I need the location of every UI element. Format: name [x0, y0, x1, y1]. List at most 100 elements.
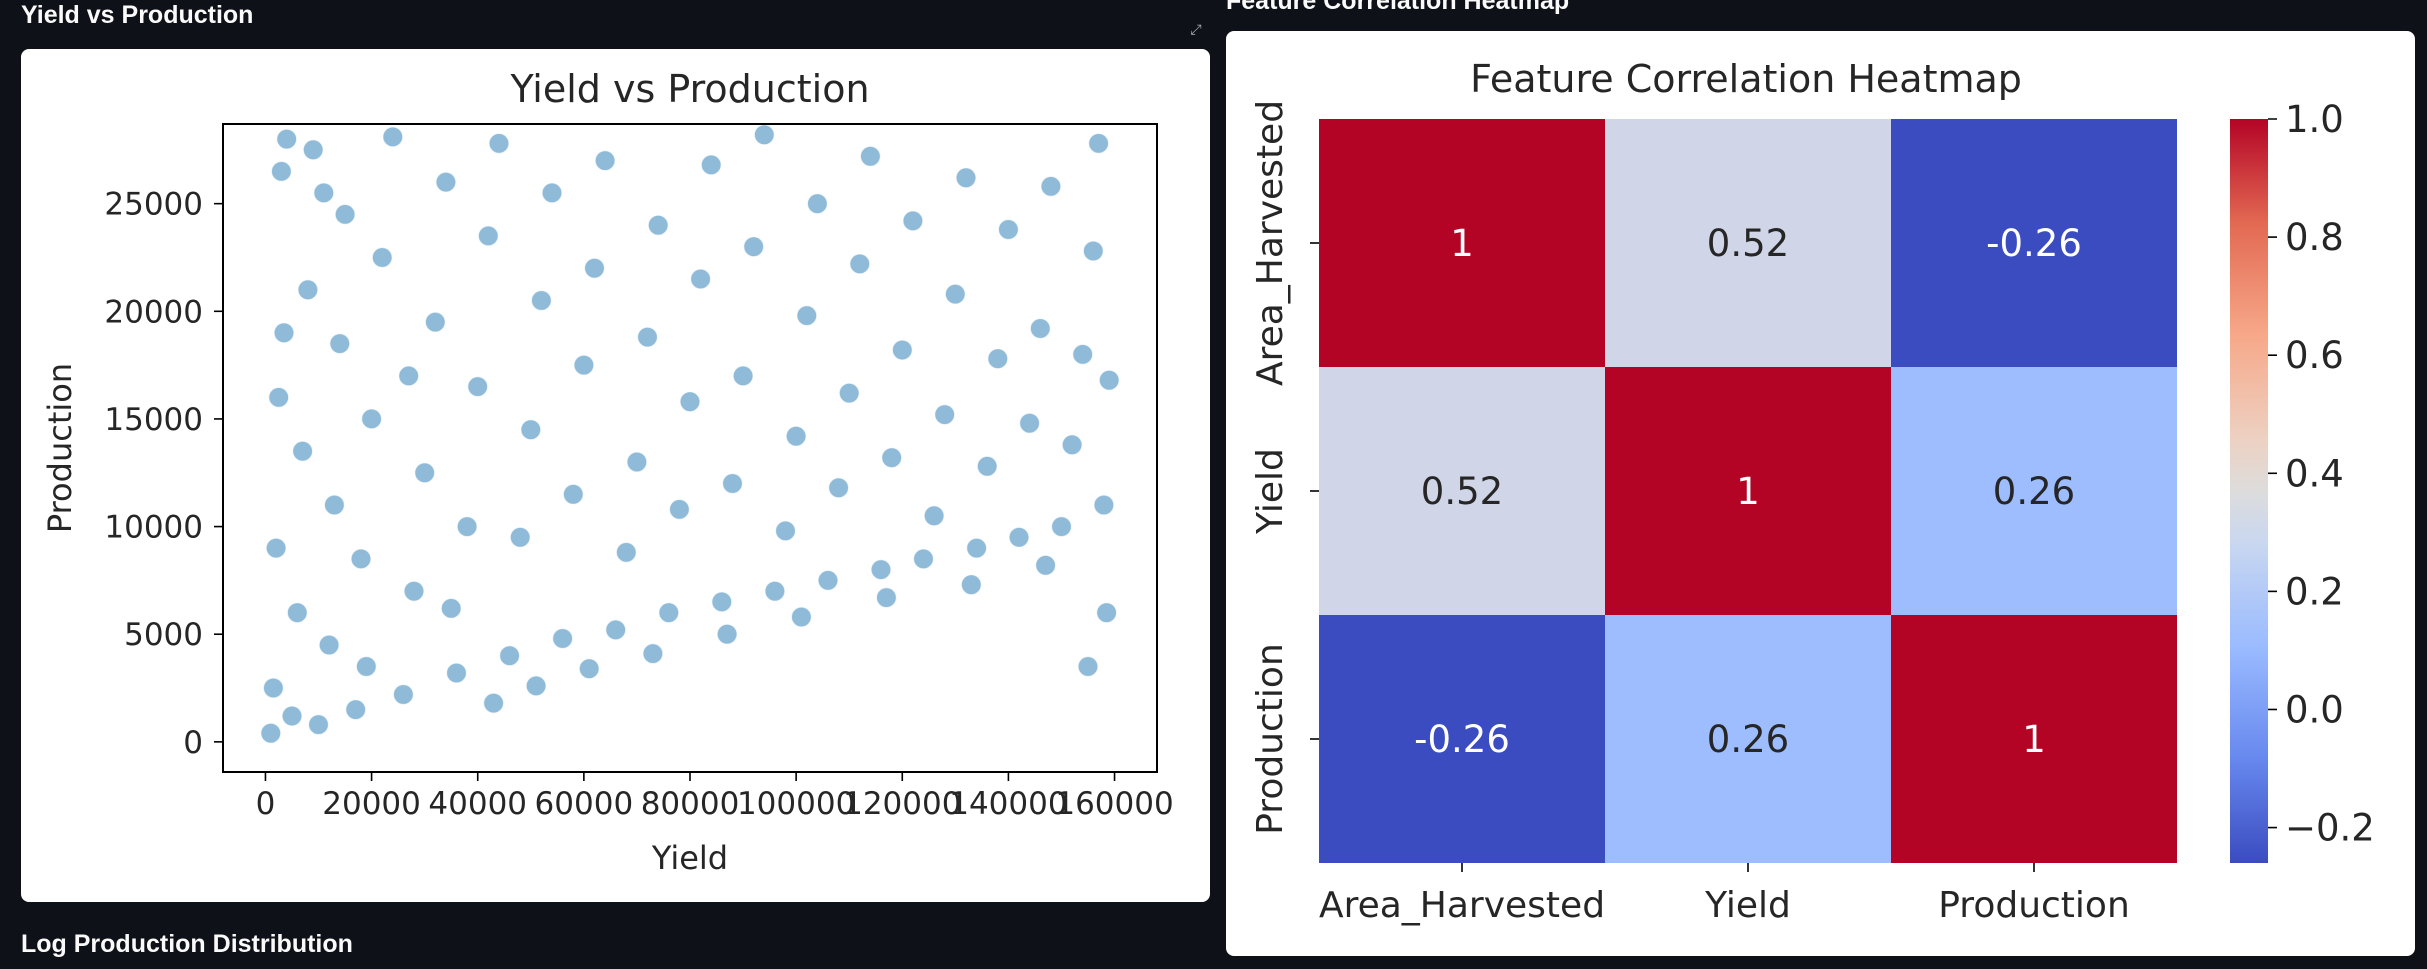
scatter-point: [302, 139, 324, 161]
section-title-heatmap: Feature Correlation Heatmap: [1226, 0, 1570, 15]
scatter-chart-card: Yield vs Production 0 20000 40000 60000 8000…: [21, 49, 1210, 902]
scatter-point: [456, 516, 478, 538]
scatter-point: [647, 214, 669, 236]
x-tick-label: 60000: [535, 786, 634, 822]
scatter-point: [355, 655, 377, 678]
heatmap-column-labels: Area_Harvested Yield Production: [1319, 863, 2130, 926]
chart-title: Yield vs Production: [509, 67, 869, 111]
heatmap-cell-value: 1: [1450, 222, 1474, 265]
scatter-point: [286, 602, 308, 624]
scatter-point: [955, 167, 977, 189]
scatter-point: [520, 419, 542, 441]
scatter-point: [392, 683, 414, 706]
scatter-point: [292, 440, 314, 462]
heatmap-cell-value: 1: [2022, 718, 2046, 761]
scatter-point: [859, 145, 882, 167]
heatmap-cell-value: -0.26: [1986, 222, 2082, 265]
scatter-point: [806, 193, 829, 215]
row-label: Yield: [1250, 448, 1291, 535]
scatter-point: [721, 472, 744, 495]
scatter-point: [318, 634, 340, 656]
x-tick-label: 120000: [843, 786, 961, 822]
scatter-point: [1072, 343, 1094, 365]
scatter-point: [583, 257, 606, 279]
scatter-point: [987, 348, 1009, 370]
scatter-point: [276, 128, 298, 150]
y-tick-label: 0: [183, 725, 203, 761]
scatter-point: [875, 586, 898, 609]
heatmap-cell: [1891, 119, 2177, 367]
scatter-point: [881, 447, 903, 469]
scatter-point: [382, 126, 404, 148]
scatter-point: [934, 404, 956, 426]
scatter-point: [467, 376, 489, 398]
scatter-point: [615, 541, 637, 563]
scatter-point: [790, 606, 813, 628]
scatter-point: [477, 225, 499, 247]
heatmap-cell-value: -0.26: [1414, 718, 1510, 761]
scatter-point: [445, 662, 468, 684]
scatter-point: [594, 149, 616, 172]
y-tick-label: 25000: [104, 187, 203, 223]
scatter-point: [361, 408, 383, 430]
row-label: Area_Harvested: [1250, 100, 1291, 386]
column-label: Yield: [1704, 885, 1791, 926]
heatmap-cell: [1319, 367, 1605, 615]
expand-icon[interactable]: ⤢: [1190, 22, 1202, 38]
scatter-point: [1008, 526, 1030, 548]
section-title-scatter: Yield vs Production: [21, 1, 254, 29]
scatter-point: [743, 236, 765, 258]
heatmap-cell-value: 0.52: [1421, 470, 1503, 513]
scatter-point: [1082, 240, 1104, 262]
scatter-point: [902, 210, 924, 232]
x-tick-label: 160000: [1055, 786, 1173, 822]
scatter-point: [960, 574, 982, 596]
scatter-point: [1061, 434, 1083, 456]
scatter-point: [827, 477, 850, 499]
heatmap-cell: [1605, 615, 1891, 863]
scatter-point: [414, 462, 436, 484]
scatter-point: [262, 677, 284, 699]
x-tick-label: 40000: [428, 786, 527, 822]
scatter-point: [700, 154, 722, 176]
chart-title: Feature Correlation Heatmap: [1470, 57, 2022, 101]
y-axis-ticks: 0 5000 10000 15000 20000 25000: [104, 187, 223, 761]
heatmap-cells: 1 0.52 -0.26 0.52 1 0.26 -0.26 0.26 1: [1319, 119, 2177, 863]
colorbar-tick-label: 0.2: [2285, 570, 2344, 613]
heatmap-cell: [1891, 367, 2177, 615]
y-tick-label: 10000: [104, 510, 203, 546]
scatter-point: [1040, 175, 1062, 197]
scatter-point: [578, 658, 600, 680]
heatmap-cell: [1605, 119, 1891, 367]
scatter-point: [297, 279, 319, 301]
scatter-point: [668, 498, 691, 520]
scatter-point: [642, 642, 664, 665]
scatter-point: [1095, 602, 1118, 624]
scatter-points: [260, 124, 1120, 744]
scatter-point: [573, 354, 595, 376]
scatter-point: [891, 339, 913, 361]
scatter-point: [636, 326, 659, 348]
heatmap-chart: Feature Correlation Heatmap 1 0.52 -0.26 0.…: [1250, 57, 2375, 926]
heatmap-cell-value: 0.52: [1707, 222, 1789, 265]
scatter-point: [488, 132, 510, 155]
scatter-point: [923, 505, 945, 527]
scatter-chart: Yield vs Production 0 20000 40000 60000 8000…: [41, 67, 1174, 877]
scatter-point: [764, 580, 786, 602]
scatter-point: [313, 182, 335, 204]
heatmap-cell-value: 0.26: [1707, 718, 1789, 761]
scatter-point: [268, 386, 290, 408]
colorbar-tick-label: 0.4: [2285, 452, 2344, 495]
x-tick-label: 20000: [322, 786, 421, 822]
scatter-point: [838, 382, 860, 404]
heatmap-cell: [1891, 615, 2177, 863]
y-tick-label: 15000: [104, 402, 203, 438]
heatmap-cell: [1319, 119, 1605, 367]
scatter-point: [1093, 494, 1115, 516]
scatter-point: [483, 692, 505, 714]
x-axis-ticks: 0 20000 40000 60000 800001000001200001400001…: [256, 772, 1174, 822]
row-label: Production: [1250, 643, 1291, 835]
column-label: Area_Harvested: [1319, 885, 1605, 926]
scatter-point: [1029, 317, 1051, 340]
scatter-point: [541, 182, 563, 204]
